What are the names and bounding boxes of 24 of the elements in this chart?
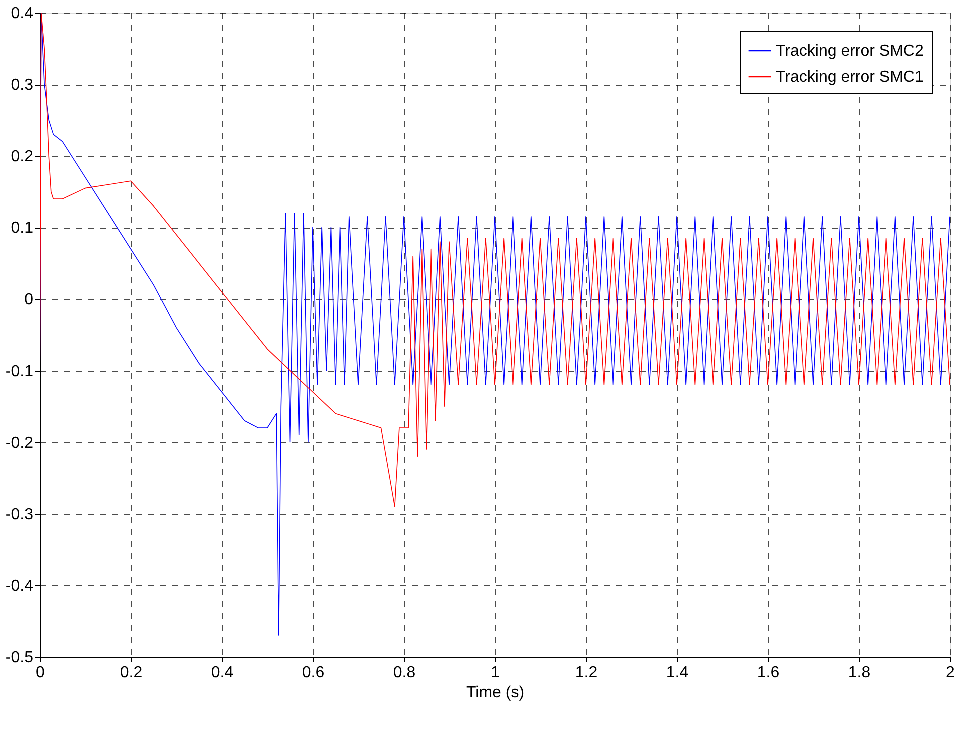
x-tick-label: 0.6	[302, 664, 325, 682]
y-tick-label: 0.2	[11, 148, 34, 166]
y-tick-label: 0.3	[11, 77, 34, 94]
y-tick-label: 0	[24, 292, 34, 309]
y-tick-label: -0.2	[6, 434, 34, 452]
x-tick-label: 1.6	[757, 664, 780, 682]
x-tick-label: 0	[36, 664, 46, 682]
x-tick-label: 0.4	[211, 664, 234, 682]
x-tick-label: 2	[946, 664, 956, 682]
x-tick-label: 0.2	[120, 664, 143, 682]
legend-label: Tracking error SMC1	[776, 69, 924, 86]
x-tick-label: 1.2	[575, 664, 598, 682]
x-tick-label: 1	[491, 664, 500, 682]
y-tick-label: -0.5	[6, 650, 34, 666]
x-axis-title: Time (s)	[466, 684, 525, 702]
x-tick-label: 1.8	[848, 664, 871, 682]
y-tick-label: -0.4	[6, 578, 34, 595]
y-tick-label: 0.4	[11, 6, 34, 22]
legend-label: Tracking error SMC2	[776, 43, 924, 60]
x-tick-label: 0.8	[393, 664, 416, 682]
x-tick-label: 1.4	[666, 664, 689, 682]
y-tick-label: 0.1	[11, 220, 34, 238]
y-tick-label: -0.1	[6, 363, 34, 380]
y-tick-label: -0.3	[6, 506, 34, 524]
